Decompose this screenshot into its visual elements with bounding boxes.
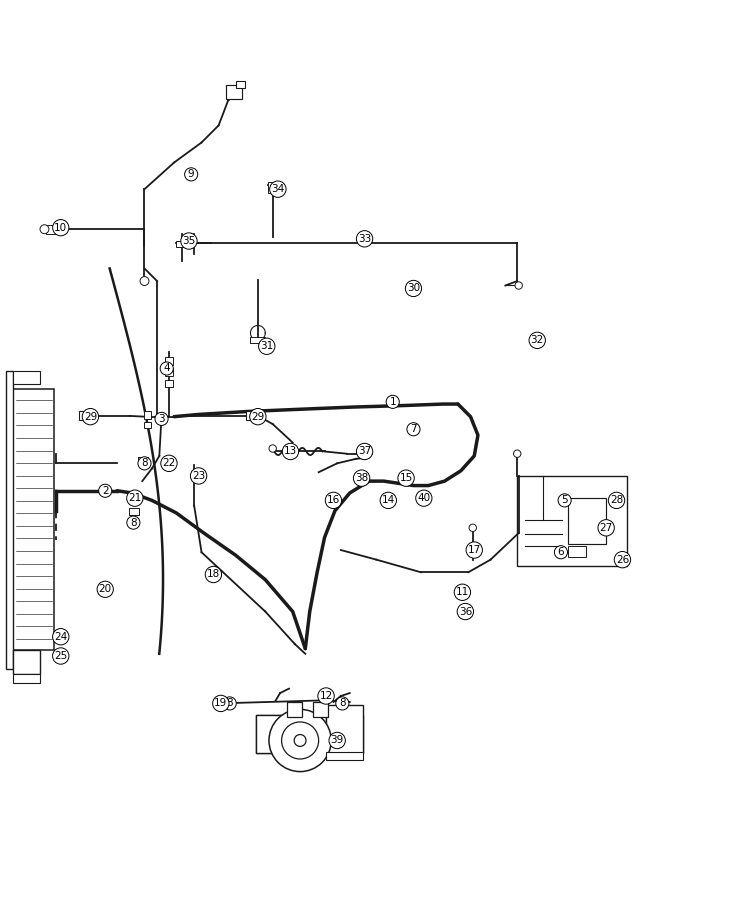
Text: 4: 4 [164,364,170,374]
Text: 6: 6 [558,547,564,557]
Text: 34: 34 [271,184,285,194]
Text: 13: 13 [284,446,297,456]
Text: 24: 24 [54,632,67,642]
Text: 10: 10 [54,222,67,233]
Text: 17: 17 [468,545,481,555]
Text: 1: 1 [390,397,396,407]
Circle shape [515,282,522,289]
Text: 21: 21 [128,493,142,503]
Circle shape [269,709,331,771]
Circle shape [469,524,476,532]
Text: 23: 23 [192,471,205,481]
Bar [165,380,173,387]
Text: 2: 2 [102,486,108,496]
Text: 8: 8 [227,698,233,708]
Circle shape [40,225,49,234]
Text: 8: 8 [339,698,345,708]
Text: 32: 32 [531,336,544,346]
Text: 27: 27 [599,523,613,533]
Text: 15: 15 [399,473,413,483]
Text: 33: 33 [358,234,371,244]
Bar [176,241,187,247]
Text: 25: 25 [54,651,67,661]
Bar [13,650,40,674]
Text: 29: 29 [84,411,97,422]
Text: 29: 29 [251,411,265,422]
Bar [250,338,265,343]
Bar [246,411,259,420]
Text: 8: 8 [142,458,147,468]
Text: 30: 30 [407,284,420,293]
Text: 11: 11 [456,588,469,598]
Bar [144,411,151,418]
Bar [326,705,363,753]
Text: 14: 14 [382,495,395,506]
Text: 35: 35 [182,236,196,246]
Bar [568,499,606,544]
Text: 26: 26 [616,554,629,564]
Circle shape [140,276,149,285]
Bar [256,715,363,753]
Text: 19: 19 [214,698,227,708]
Text: 22: 22 [162,458,176,468]
Bar [326,752,363,760]
Text: 5: 5 [562,495,568,506]
Bar [13,371,40,384]
Bar [13,674,40,683]
Text: 38: 38 [355,473,368,483]
Bar [256,715,326,753]
Text: 3: 3 [159,414,165,424]
Text: 16: 16 [327,495,340,506]
Bar [46,225,57,234]
Text: 31: 31 [260,341,273,351]
Bar [165,357,173,364]
Text: 37: 37 [358,446,371,456]
Bar [165,368,173,376]
Bar [129,508,139,515]
Circle shape [294,734,306,746]
Bar [6,371,13,669]
Bar [226,86,242,99]
Text: 28: 28 [610,495,623,506]
Circle shape [269,445,276,452]
Text: 7: 7 [411,424,416,435]
Bar [517,476,627,566]
Bar [236,81,245,88]
Bar [13,389,54,650]
Bar [568,546,586,557]
Circle shape [514,450,521,457]
Text: 36: 36 [459,607,472,616]
Text: 8: 8 [130,518,136,527]
Bar [79,411,92,420]
Bar [138,457,148,464]
Text: 12: 12 [319,691,333,701]
Circle shape [282,722,319,759]
Text: 39: 39 [330,735,344,745]
Text: 18: 18 [207,570,220,580]
Text: 9: 9 [188,169,194,179]
Text: 40: 40 [417,493,431,503]
Bar [287,702,302,716]
Bar [313,702,328,716]
Bar [268,182,277,193]
Text: 20: 20 [99,584,112,594]
Bar [144,422,151,427]
